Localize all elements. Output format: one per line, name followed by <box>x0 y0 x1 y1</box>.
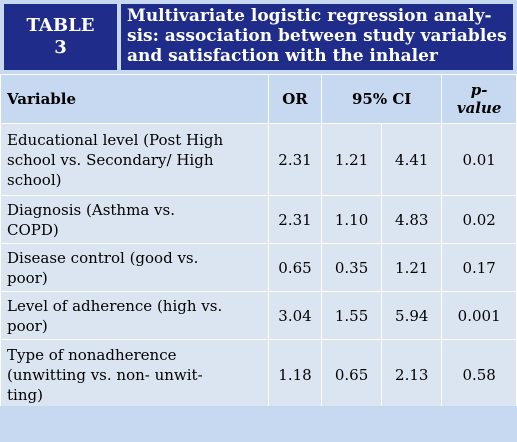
table-row: Educational level (Post High school vs. … <box>0 123 517 196</box>
table-label: TABLE 3 <box>4 4 117 70</box>
table-row: Type of nonadherence (unwitting vs. non-… <box>0 339 517 410</box>
table-row: Level of adherence (high vs. poor) 3.04 … <box>0 291 517 340</box>
variable-cell: Type of nonadherence (unwitting vs. non-… <box>0 339 269 410</box>
variable-line: Level of adherence (high vs. <box>7 296 223 315</box>
ci-low-cell: 0.65 <box>320 339 383 410</box>
table-row: Diagnosis (Asthma vs. COPD) 2.31 1.10 4.… <box>0 195 517 244</box>
table-title-line: sis: association between study variables <box>127 26 507 46</box>
p-value-cell: 0.17 <box>441 243 517 292</box>
variable-line: Educational level (Post High <box>7 130 224 149</box>
p-value-header-line: value <box>456 99 502 117</box>
variable-line: poor) <box>7 268 48 287</box>
table-label-number: 3 <box>54 37 67 58</box>
p-value-cell: 0.58 <box>441 339 517 410</box>
table-label-word: TABLE <box>26 15 95 36</box>
table-title-line: and satisfaction with the inhaler <box>127 46 438 66</box>
variable-cell: Diagnosis (Asthma vs. COPD) <box>0 195 269 244</box>
or-cell: 3.04 <box>268 291 322 340</box>
variable-line: Diagnosis (Asthma vs. <box>7 200 175 219</box>
variable-line: poor) <box>7 316 48 335</box>
variable-cell: Disease control (good vs. poor) <box>0 243 269 292</box>
ci-low-cell: 1.21 <box>320 123 383 196</box>
ci-high-cell: 4.83 <box>381 195 443 244</box>
ci-high-cell: 4.41 <box>381 123 443 196</box>
table-row: Disease control (good vs. poor) 0.65 0.3… <box>0 243 517 292</box>
table-title: Multivariate logistic regression analy- … <box>121 4 513 70</box>
column-header-p-value: p- value <box>441 74 517 124</box>
variable-line: COPD) <box>7 220 59 239</box>
column-header-ci: 95% CI <box>320 74 443 124</box>
or-cell: 2.31 <box>268 195 322 244</box>
or-cell: 2.31 <box>268 123 322 196</box>
variable-line: school vs. Secondary/ High <box>7 150 214 169</box>
variable-line: ting) <box>7 385 43 404</box>
ci-high-cell: 2.13 <box>381 339 443 410</box>
p-value-header-line: p- <box>470 81 488 99</box>
table-title-line: Multivariate logistic regression analy- <box>127 6 492 26</box>
or-cell: 0.65 <box>268 243 322 292</box>
variable-cell: Level of adherence (high vs. poor) <box>0 291 269 340</box>
variable-line: Disease control (good vs. <box>7 248 199 267</box>
ci-low-cell: 0.35 <box>320 243 383 292</box>
table-footer-band <box>0 406 517 442</box>
p-value-cell: 0.01 <box>441 123 517 196</box>
column-header-variable: Variable <box>0 74 269 124</box>
ci-low-cell: 1.10 <box>320 195 383 244</box>
p-value-cell: 0.001 <box>441 291 517 340</box>
variable-line: Type of nonadherence <box>7 345 177 364</box>
header-row: Variable OR 95% CI p- value <box>0 74 517 124</box>
variable-line: school) <box>7 170 62 189</box>
variable-line: (unwitting vs. non- unwit- <box>7 365 203 384</box>
ci-high-cell: 5.94 <box>381 291 443 340</box>
ci-low-cell: 1.55 <box>320 291 383 340</box>
results-table: Variable OR 95% CI p- value Educational … <box>0 74 517 410</box>
p-value-cell: 0.02 <box>441 195 517 244</box>
or-cell: 1.18 <box>268 339 322 410</box>
ci-high-cell: 1.21 <box>381 243 443 292</box>
variable-cell: Educational level (Post High school vs. … <box>0 123 269 196</box>
column-header-or: OR <box>268 74 322 124</box>
